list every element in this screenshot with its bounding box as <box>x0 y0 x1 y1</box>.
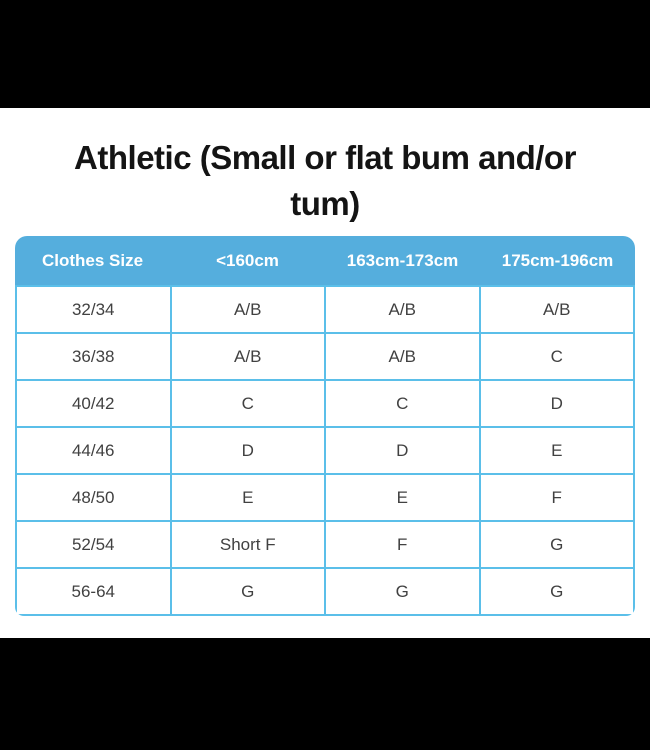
size-cell: 40/42 <box>17 381 170 426</box>
table-cell: G <box>171 569 324 614</box>
table-cell: A/B <box>171 334 324 379</box>
table-cell: D <box>326 428 479 473</box>
size-cell: 44/46 <box>17 428 170 473</box>
table-cell: E <box>326 475 479 520</box>
letterbox-bottom <box>0 638 650 750</box>
table-cell: C <box>480 334 633 379</box>
table-cell: C <box>326 381 479 426</box>
size-cell: 56-64 <box>17 569 170 614</box>
column-header-163-173cm: 163cm-173cm <box>346 250 459 270</box>
size-cell: 32/34 <box>17 287 170 332</box>
page-title: Athletic (Small or flat bum and/or tum) <box>74 139 576 222</box>
table-cell: E <box>480 428 633 473</box>
table-cell: A/B <box>480 287 633 332</box>
table-cell: F <box>480 475 633 520</box>
table-cell: D <box>480 381 633 426</box>
size-guide-panel: Athletic (Small or flat bum and/or tum) … <box>0 108 650 638</box>
letterbox-top <box>0 0 650 108</box>
column-header-under-160cm: <160cm <box>216 250 279 270</box>
table-cell: G <box>326 569 479 614</box>
table-cell: A/B <box>326 287 479 332</box>
size-cell: 36/38 <box>17 334 170 379</box>
table-cell: F <box>326 522 479 567</box>
table-body: 32/34 A/B A/B A/B 36/38 A/B A/B C 40/42 … <box>15 285 635 616</box>
table-cell: D <box>171 428 324 473</box>
column-header-175-196cm: 175cm-196cm <box>501 250 614 270</box>
table-cell: A/B <box>326 334 479 379</box>
table-cell: G <box>480 522 633 567</box>
table-header-row: Clothes Size <160cm 163cm-173cm 175cm-19… <box>15 236 635 285</box>
table-cell: A/B <box>171 287 324 332</box>
size-cell: 48/50 <box>17 475 170 520</box>
column-header-clothes-size: Clothes Size <box>41 250 144 270</box>
size-cell: 52/54 <box>17 522 170 567</box>
table-cell: Short F <box>171 522 324 567</box>
table-cell: C <box>171 381 324 426</box>
table-cell: G <box>480 569 633 614</box>
size-chart-table: Clothes Size <160cm 163cm-173cm 175cm-19… <box>15 236 635 616</box>
table-cell: E <box>171 475 324 520</box>
